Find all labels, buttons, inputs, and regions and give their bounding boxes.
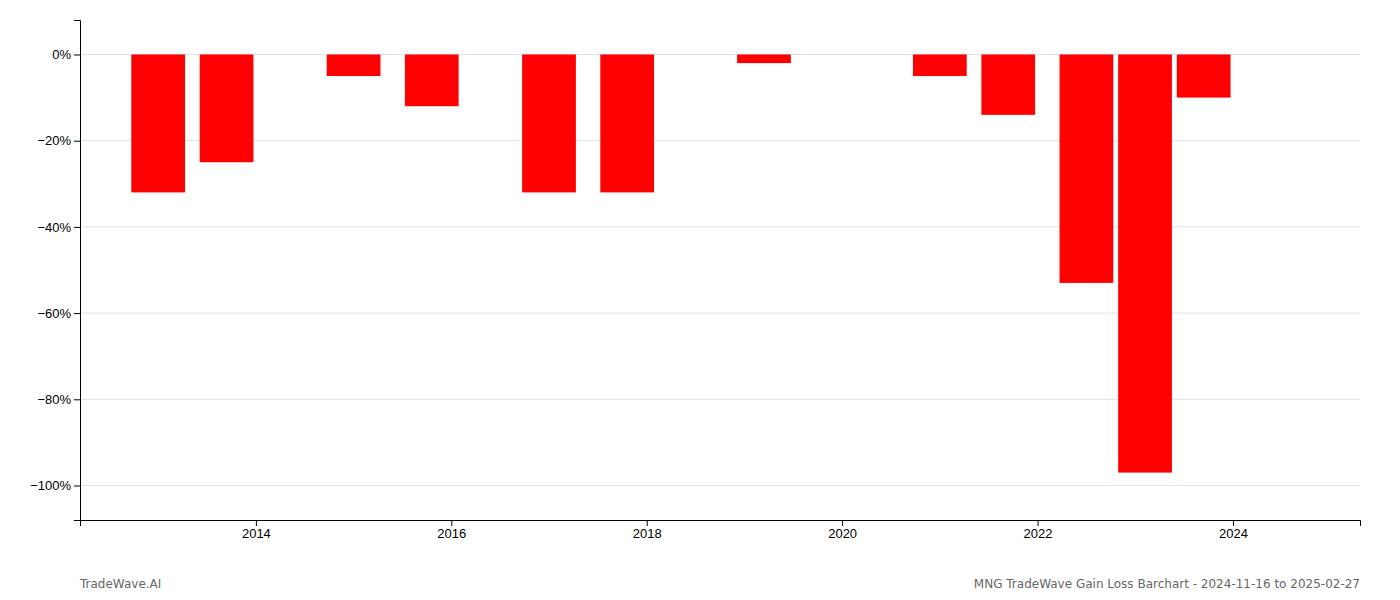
tick-label: −60% xyxy=(37,306,71,321)
grid xyxy=(80,54,1360,485)
tick-label: 2016 xyxy=(437,526,466,541)
grid-line xyxy=(80,485,1360,486)
tick: −60% xyxy=(37,306,80,321)
tick-label: 2014 xyxy=(242,526,271,541)
tick-mark xyxy=(74,486,80,487)
tick-label: −80% xyxy=(37,392,71,407)
plot: 0%−20%−40%−60%−80%−100%20142016201820202… xyxy=(30,21,1360,542)
axis-line xyxy=(81,521,1361,527)
tick-mark xyxy=(451,520,452,526)
tick-mark xyxy=(74,399,80,400)
tick-label: 0% xyxy=(52,47,71,62)
bar xyxy=(981,54,1035,114)
tick: 2014 xyxy=(242,520,271,541)
tick: −100% xyxy=(30,478,80,493)
tick-label: −20% xyxy=(37,133,71,148)
tick: −20% xyxy=(37,133,80,148)
tick-label: 2022 xyxy=(1024,526,1053,541)
bar xyxy=(1118,54,1172,472)
bar xyxy=(327,54,381,76)
tick-mark xyxy=(1038,520,1039,526)
chart: 0%−20%−40%−60%−80%−100%20142016201820202… xyxy=(0,0,1400,600)
tick-label: 2020 xyxy=(828,526,857,541)
bar xyxy=(131,54,185,192)
footer: TradeWave.AI xyxy=(79,577,161,591)
bar xyxy=(405,54,459,106)
bar xyxy=(600,54,654,192)
tick: 2016 xyxy=(437,520,466,541)
bar xyxy=(1177,54,1231,97)
tick: −40% xyxy=(37,220,80,235)
axis-line xyxy=(74,21,81,521)
tick-mark xyxy=(74,54,80,55)
bar xyxy=(737,54,791,63)
bar xyxy=(200,54,254,162)
tick: 2022 xyxy=(1024,520,1053,541)
tick-mark xyxy=(74,227,80,228)
tick: −80% xyxy=(37,392,80,407)
tick: 2018 xyxy=(633,520,662,541)
bar xyxy=(913,54,967,76)
y-axis: 0% −20% −40% −60% −80% −100% xyxy=(30,21,80,521)
tick-mark xyxy=(1233,520,1234,526)
tick-label: −40% xyxy=(37,220,71,235)
tick-mark xyxy=(74,141,80,142)
footer: MNG TradeWave Gain Loss Barchart - 2024-… xyxy=(974,577,1360,591)
tick-mark xyxy=(647,520,648,526)
tick: 2020 xyxy=(828,520,857,541)
tick-mark xyxy=(256,520,257,526)
x-axis: 2014 2016 2018 2020 2022 2024 xyxy=(81,520,1361,541)
bar xyxy=(1060,54,1114,282)
tick-mark xyxy=(74,313,80,314)
bars xyxy=(131,54,1230,472)
tick-label: 2018 xyxy=(633,526,662,541)
tick-mark xyxy=(842,520,843,526)
tick: 2024 xyxy=(1219,520,1248,541)
bar xyxy=(522,54,576,192)
tick-label: 2024 xyxy=(1219,526,1248,541)
tick-label: −100% xyxy=(30,478,71,493)
tick: 0% xyxy=(52,47,80,62)
